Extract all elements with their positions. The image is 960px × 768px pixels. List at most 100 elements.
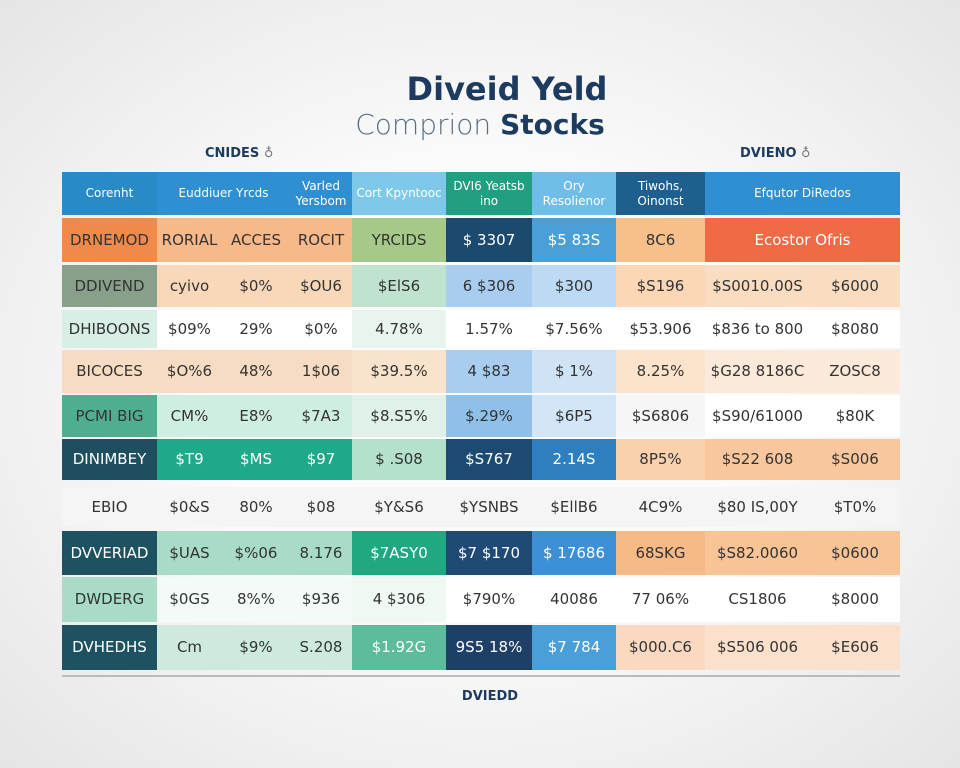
table-cell: ROCIT xyxy=(290,218,352,262)
table-cell: $53.906 xyxy=(616,310,705,348)
table-cell: 68SKG xyxy=(616,531,705,575)
table-cell: DINIMBEY xyxy=(62,439,157,480)
table-cell: $S506 006 xyxy=(705,625,810,670)
table-cell: $80 IS,00Y xyxy=(705,487,810,527)
table-cell: $T9 xyxy=(157,439,222,480)
table-cell: $S6806 xyxy=(616,395,705,437)
table-cell: 4 $83 xyxy=(446,350,532,393)
left-label: CNIDES ♁ xyxy=(205,146,273,161)
header-cell: Corenht xyxy=(62,172,157,215)
table-cell: $S0010.00S xyxy=(705,265,810,307)
table-cell: 4.78% xyxy=(352,310,446,348)
header-cell: DVI6 Yeatsb ino xyxy=(446,172,532,215)
table-cell: $97 xyxy=(290,439,352,480)
table-cell: $0&S xyxy=(157,487,222,527)
table-cell: 8%% xyxy=(222,577,290,622)
header-cell: Cort Kpyntooc xyxy=(352,172,446,215)
table-cell: $8080 xyxy=(810,310,900,348)
table-cell: $ 17686 xyxy=(532,531,616,575)
table-cell: 80% xyxy=(222,487,290,527)
header-cell: Varled Yersbom xyxy=(290,172,352,215)
table-cell: CM% xyxy=(157,395,222,437)
table-cell: 9S5 18% xyxy=(446,625,532,670)
table-rule xyxy=(62,675,900,677)
table-cell: DVHEDHS xyxy=(62,625,157,670)
table-cell: BICOCES xyxy=(62,350,157,393)
table-cell: cyivo xyxy=(157,265,222,307)
table-cell: 8.176 xyxy=(290,531,352,575)
table-cell: $S22 608 xyxy=(705,439,810,480)
table-cell: $0% xyxy=(290,310,352,348)
subtitle-light: Comprion xyxy=(355,108,492,141)
table-cell: $T0% xyxy=(810,487,900,527)
label-text: CNIDES xyxy=(205,146,260,161)
table-cell: $O%6 xyxy=(157,350,222,393)
table-cell: $5 83S xyxy=(532,218,616,262)
table-cell: $936 xyxy=(290,577,352,622)
table-cell: CS1806 xyxy=(705,577,810,622)
table-cell: $7A3 xyxy=(290,395,352,437)
header-cell: Euddiuer Yrcds xyxy=(157,172,290,215)
table-cell: $S90/61000 xyxy=(705,395,810,437)
table-cell: $S006 xyxy=(810,439,900,480)
header-cell: Tiwohs, Oinonst xyxy=(616,172,705,215)
table-cell: $0600 xyxy=(810,531,900,575)
table-cell: $ .S08 xyxy=(352,439,446,480)
table-cell: $9% xyxy=(222,625,290,670)
table-cell: $000.C6 xyxy=(616,625,705,670)
table-cell: $6000 xyxy=(810,265,900,307)
table-cell: 48% xyxy=(222,350,290,393)
table-cell: ZOSC8 xyxy=(810,350,900,393)
table-cell: $39.5% xyxy=(352,350,446,393)
table-cell: 8.25% xyxy=(616,350,705,393)
table-cell: PCMI BIG xyxy=(62,395,157,437)
table-cell: $7ASY0 xyxy=(352,531,446,575)
table-cell: Ecostor Ofris xyxy=(705,218,900,262)
table-cell: $7.56% xyxy=(532,310,616,348)
table-cell: $OU6 xyxy=(290,265,352,307)
footer: DVIEDD xyxy=(461,689,519,704)
label-mark: ♁ xyxy=(801,146,811,161)
table-cell: 6 $306 xyxy=(446,265,532,307)
header-cell: Ory Resolienor xyxy=(532,172,616,215)
table-cell: RORIAL xyxy=(157,218,222,262)
table-cell: $ElS6 xyxy=(352,265,446,307)
table-cell: DRNEMOD xyxy=(62,218,157,262)
table-cell: DDIVEND xyxy=(62,265,157,307)
table-cell: 2.14S xyxy=(532,439,616,480)
table-cell: $1.92G xyxy=(352,625,446,670)
label-mark: ♁ xyxy=(263,146,274,161)
table-cell: 1.57% xyxy=(446,310,532,348)
table-cell: $S82.0060 xyxy=(705,531,810,575)
subtitle-bold: Stocks xyxy=(500,108,605,141)
table-cell: $E606 xyxy=(810,625,900,670)
table-cell: $6P5 xyxy=(532,395,616,437)
table-cell: 8C6 xyxy=(616,218,705,262)
table-cell: $300 xyxy=(532,265,616,307)
table-cell: $EllB6 xyxy=(532,487,616,527)
subtitle: Comprion Stocks xyxy=(0,108,960,141)
table-cell: 77 06% xyxy=(616,577,705,622)
table-cell: $0% xyxy=(222,265,290,307)
table-cell: $Y&S6 xyxy=(352,487,446,527)
title: Diveid Yeld xyxy=(406,70,608,108)
table-cell: 4 $306 xyxy=(352,577,446,622)
label-text: DVIENO xyxy=(740,146,797,161)
right-label: DVIENO ♁ xyxy=(740,146,811,161)
table-cell: $YSNBS xyxy=(446,487,532,527)
table-cell: $.29% xyxy=(446,395,532,437)
table-cell: ACCES xyxy=(222,218,290,262)
table-cell: 1$06 xyxy=(290,350,352,393)
table-cell: $MS xyxy=(222,439,290,480)
table-cell: $S767 xyxy=(446,439,532,480)
table-cell: $UAS xyxy=(157,531,222,575)
table-cell: $09% xyxy=(157,310,222,348)
table-cell: $8000 xyxy=(810,577,900,622)
table-cell: 8P5% xyxy=(616,439,705,480)
table-cell: DVVERIAD xyxy=(62,531,157,575)
table-cell: $G28 8186C xyxy=(705,350,810,393)
table-cell: $8.S5% xyxy=(352,395,446,437)
table-cell: Cm xyxy=(157,625,222,670)
table-cell: 29% xyxy=(222,310,290,348)
